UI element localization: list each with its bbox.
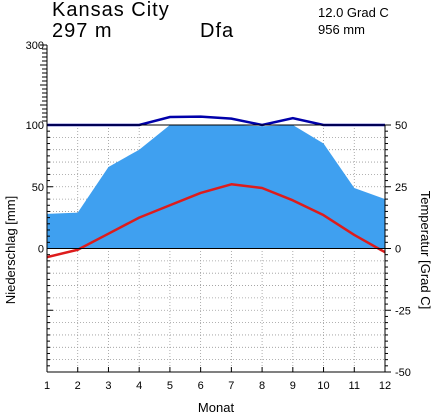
x-tick-label: 1: [44, 380, 50, 392]
y-right-tick-label: -25: [395, 305, 411, 317]
y-right-tick-label: -50: [395, 367, 411, 379]
temperature-series: [46, 183, 386, 259]
x-axis-title: Monat: [198, 400, 235, 415]
mean-temperature: 12.0 Grad C: [318, 5, 389, 20]
y-left-tick-label: 0: [38, 244, 44, 256]
station-name: Kansas City: [52, 0, 170, 21]
precipitation-area: [47, 125, 385, 249]
y-axis-title-left: Niederschlag [mm]: [3, 196, 18, 304]
annual-precipitation: 956 mm: [318, 22, 365, 37]
y-left-tick-label: 300: [26, 40, 44, 52]
temperature-line: [46, 183, 386, 259]
x-tick-label: 6: [198, 380, 204, 392]
y-right-tick-label: 50: [395, 120, 407, 132]
precipitation-excess-line: [47, 115, 385, 127]
y-left-tick-label: 50: [32, 182, 44, 194]
y-axis-title-right: Temperatur [Grad C]: [418, 191, 433, 310]
y-right-tick-label: 0: [395, 244, 401, 256]
station-elevation: 297 m: [52, 20, 113, 42]
climate-class: Dfa: [200, 20, 235, 42]
x-tick-label: 3: [105, 380, 111, 392]
x-tick-label: 12: [379, 380, 391, 392]
x-tick-label: 10: [317, 380, 329, 392]
x-tick-label: 11: [349, 380, 360, 392]
y-left-tick-label: 100: [26, 120, 44, 132]
chart-axes: [40, 44, 391, 373]
x-tick-label: 7: [228, 380, 234, 392]
y-right-tick-label: 25: [395, 182, 407, 194]
x-tick-label: 5: [167, 380, 173, 392]
precipitation-series: [47, 115, 385, 249]
x-tick-label: 4: [136, 380, 142, 392]
x-tick-label: 2: [75, 380, 81, 392]
x-tick-label: 8: [259, 380, 265, 392]
x-tick-label: 9: [290, 380, 296, 392]
